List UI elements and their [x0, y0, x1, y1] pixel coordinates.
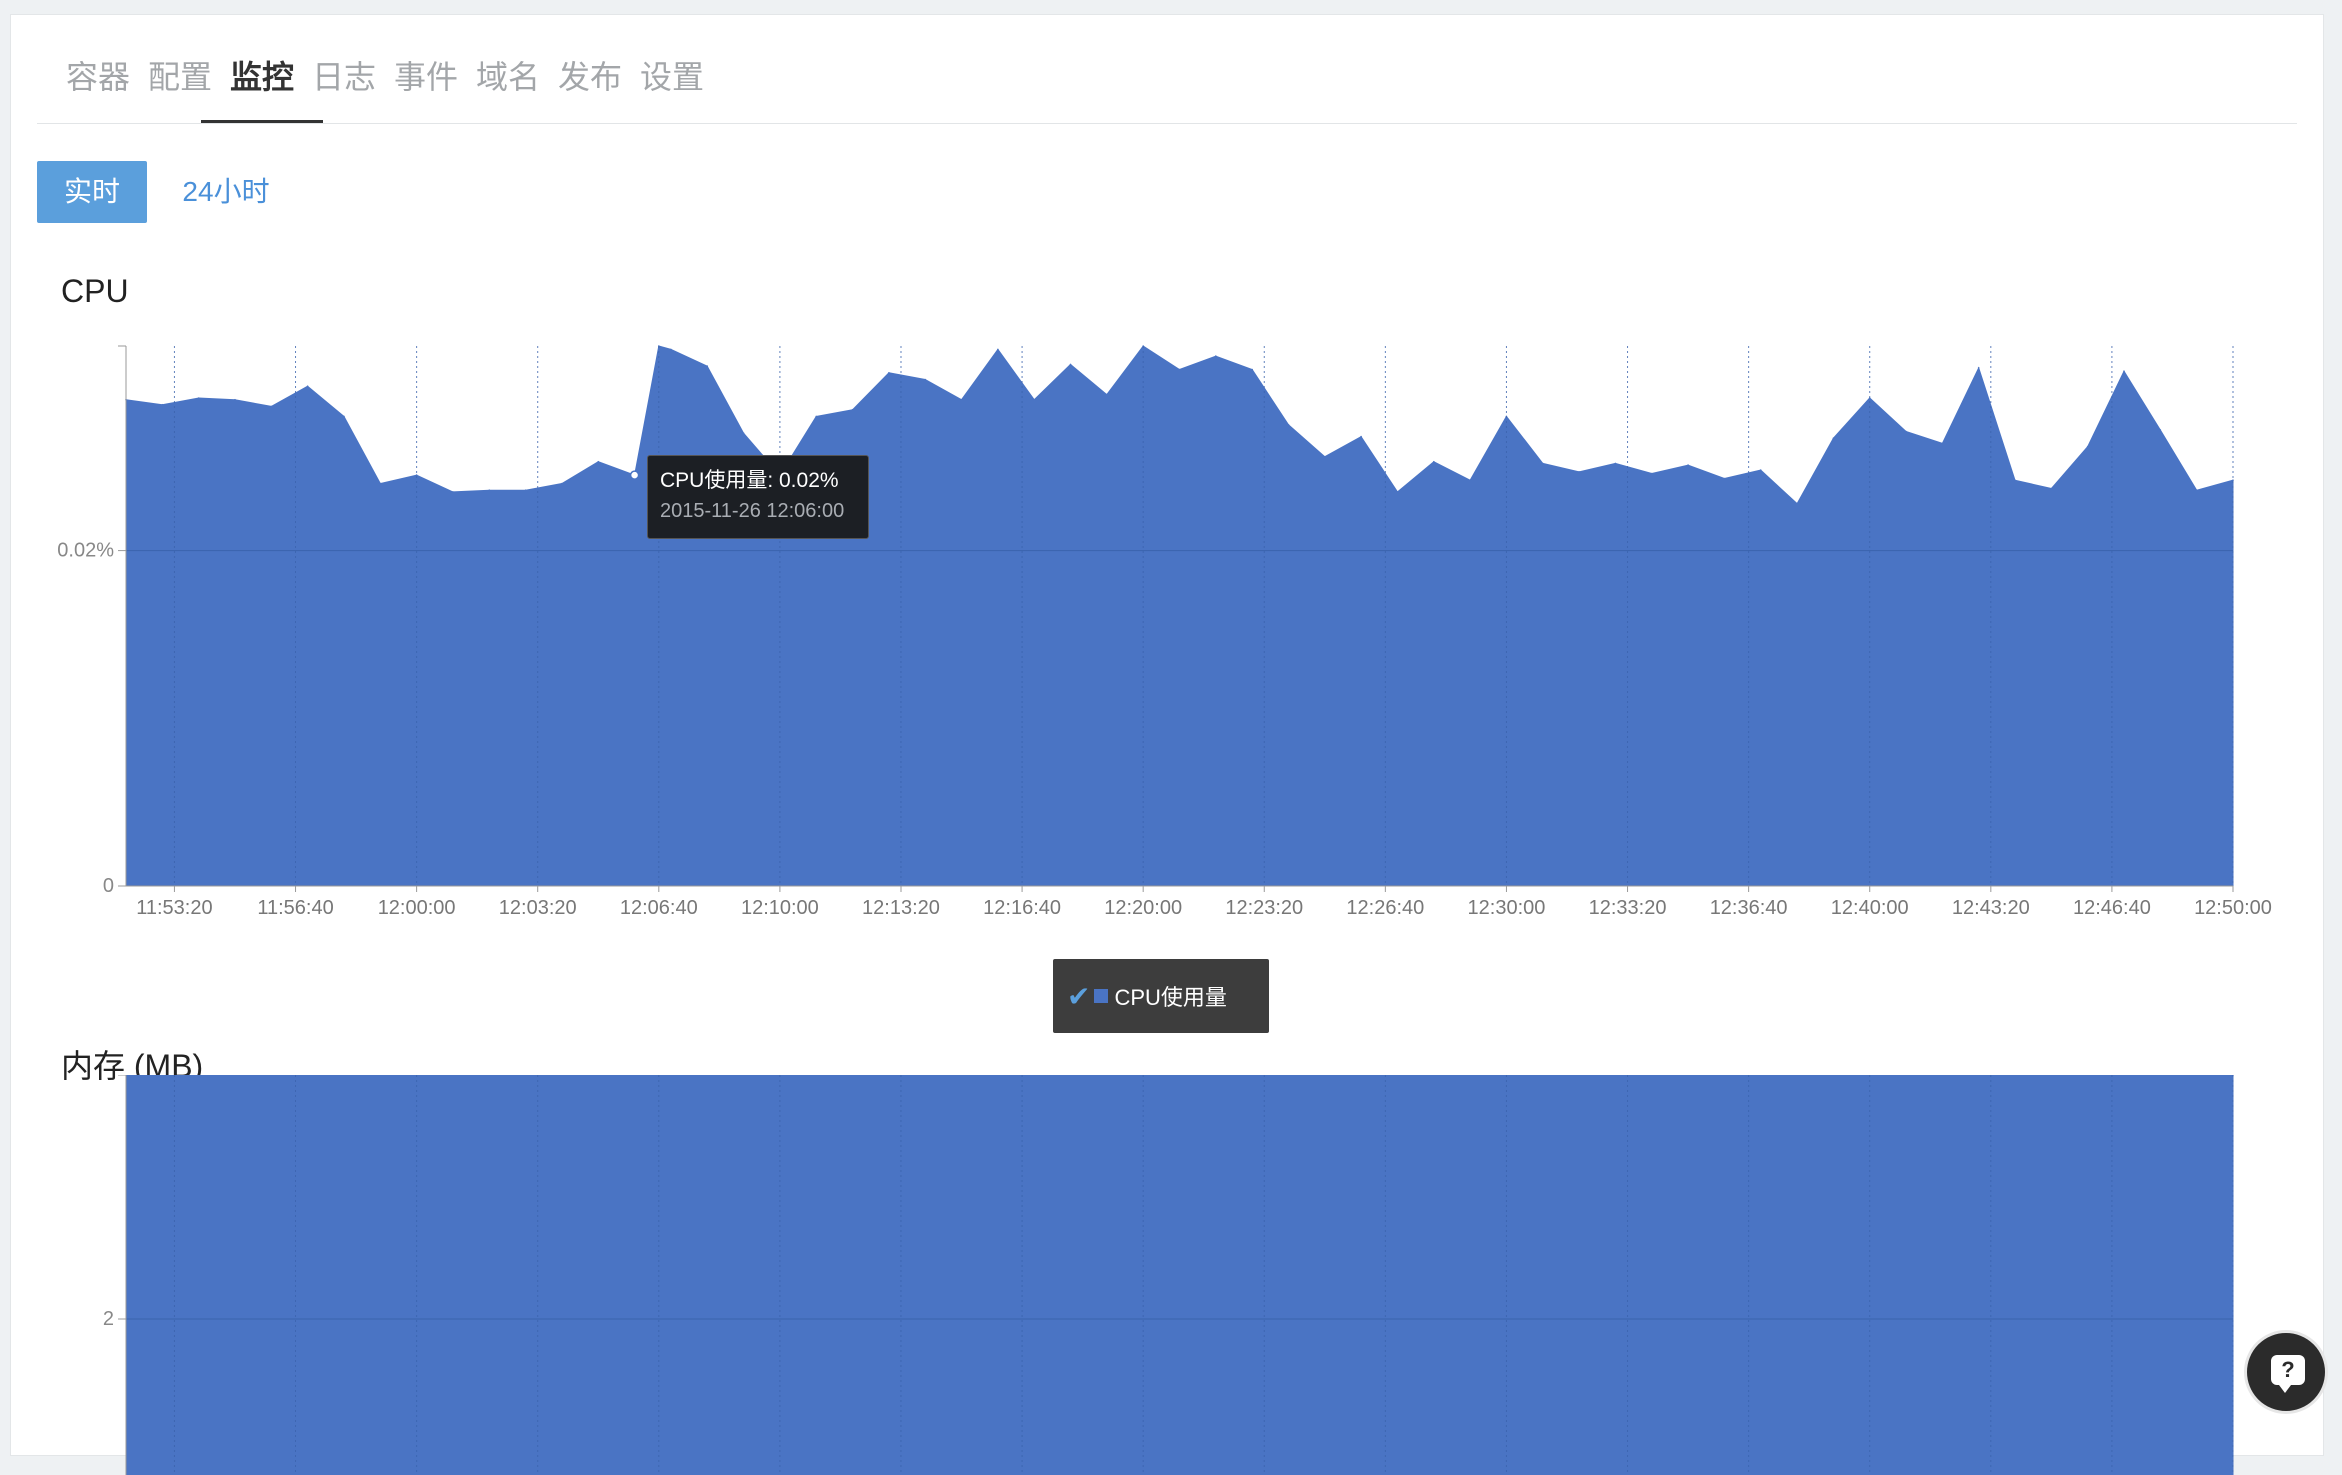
- y-tick-label: 0: [103, 875, 114, 897]
- data-point: [489, 489, 491, 491]
- data-point: [2232, 479, 2234, 481]
- data-point: [416, 474, 418, 476]
- data-point: [1578, 471, 1580, 473]
- tooltip-anchor-point: [631, 471, 639, 479]
- question-bubble-icon: ?: [2271, 1355, 2305, 1385]
- x-tick-label: 12:00:00: [378, 897, 456, 919]
- data-point: [1687, 464, 1689, 466]
- data-point: [2087, 446, 2089, 448]
- data-point: [1651, 473, 1653, 475]
- x-tick-label: 12:10:00: [741, 897, 819, 919]
- data-point: [1397, 491, 1399, 493]
- legend-swatch: [1094, 989, 1108, 1003]
- data-point: [924, 379, 926, 381]
- data-point: [961, 399, 963, 401]
- cpu-legend-item[interactable]: ✔ CPU使用量: [1053, 959, 1269, 1033]
- series-0-area: [126, 1075, 2233, 1475]
- x-tick-label: 12:16:40: [983, 897, 1061, 919]
- x-tick-label: 12:50:00: [2194, 897, 2272, 919]
- chart-0-plot: 0 0.02% 11:53:20 11:56:40 12:00:00 12:03:20 12…: [57, 345, 2272, 919]
- data-point: [1106, 394, 1108, 396]
- x-tick-label: 12:20:00: [1104, 897, 1182, 919]
- x-tick-label: 12:26:40: [1346, 897, 1424, 919]
- data-point: [1942, 443, 1944, 445]
- data-point: [2014, 479, 2016, 481]
- data-point: [1360, 436, 1362, 438]
- data-point: [1760, 469, 1762, 471]
- series-0-area: [126, 346, 2233, 886]
- tooltip-title: CPU使用量: 0.02%: [660, 466, 856, 496]
- cpu-chart: 0 0.02% 11:53:20 11:56:40 12:00:00 12:03:20 12…: [11, 15, 2323, 955]
- data-point: [271, 406, 273, 408]
- data-point: [343, 416, 345, 418]
- data-point: [1215, 355, 1217, 357]
- data-point: [598, 461, 600, 463]
- y-tick-label: 2: [103, 1308, 114, 1330]
- tooltip-subtitle: 2015-11-26 12:06:00: [660, 496, 856, 526]
- data-point: [1833, 437, 1835, 439]
- chart-1-plot: 2: [103, 1075, 2234, 1475]
- data-point: [2196, 489, 2198, 491]
- x-tick-label: 12:03:20: [499, 897, 577, 919]
- data-point: [2160, 429, 2162, 431]
- x-tick-label: 12:30:00: [1468, 897, 1546, 919]
- x-tick-label: 12:46:40: [2073, 897, 2151, 919]
- data-point: [743, 432, 745, 434]
- memory-chart: 2: [11, 1075, 2323, 1475]
- data-point: [2051, 488, 2053, 490]
- data-point: [1033, 399, 1035, 401]
- x-tick-label: 12:13:20: [862, 897, 940, 919]
- data-point: [1070, 364, 1072, 366]
- x-tick-label: 11:53:20: [136, 897, 212, 919]
- data-point: [1433, 461, 1435, 463]
- data-point: [234, 399, 236, 401]
- x-tick-label: 12:06:40: [620, 897, 698, 919]
- cpu-tooltip: CPU使用量: 0.02% 2015-11-26 12:06:00: [647, 455, 869, 539]
- data-point: [307, 385, 309, 387]
- data-point: [452, 491, 454, 493]
- data-point: [1251, 369, 1253, 371]
- data-point: [670, 349, 672, 351]
- x-tick-label: 12:23:20: [1225, 897, 1303, 919]
- data-point: [1469, 479, 1471, 481]
- data-point: [561, 483, 563, 485]
- checkmark-icon: ✔: [1067, 980, 1090, 1013]
- data-point: [198, 397, 200, 399]
- data-point: [1905, 431, 1907, 433]
- monitor-card: 容器 配置 监控 日志 事件 域名 发布 设置 实时 24小时 CPU 0 0.0…: [10, 14, 2324, 1456]
- x-tick-label: 12:33:20: [1589, 897, 1667, 919]
- data-point: [162, 404, 164, 406]
- data-point: [888, 372, 890, 374]
- help-button[interactable]: ?: [2244, 1330, 2328, 1414]
- y-tick-label: 0.02%: [57, 540, 114, 562]
- data-point: [2123, 370, 2125, 372]
- data-point: [997, 349, 999, 351]
- x-tick-label: 12:43:20: [1952, 897, 2030, 919]
- data-point: [852, 409, 854, 411]
- x-tick-label: 12:36:40: [1710, 897, 1788, 919]
- data-point: [1796, 503, 1798, 505]
- data-point: [815, 416, 817, 418]
- legend-label: CPU使用量: [1114, 980, 1226, 1012]
- data-point: [380, 483, 382, 485]
- data-point: [1179, 369, 1181, 371]
- data-point: [706, 365, 708, 367]
- data-point: [1542, 463, 1544, 465]
- data-point: [1615, 463, 1617, 465]
- x-tick-label: 11:56:40: [257, 897, 333, 919]
- data-point: [1978, 367, 1980, 369]
- x-tick-label: 12:40:00: [1831, 897, 1909, 919]
- data-point: [1724, 478, 1726, 480]
- data-point: [1324, 456, 1326, 458]
- data-point: [525, 489, 527, 491]
- data-point: [1288, 424, 1290, 426]
